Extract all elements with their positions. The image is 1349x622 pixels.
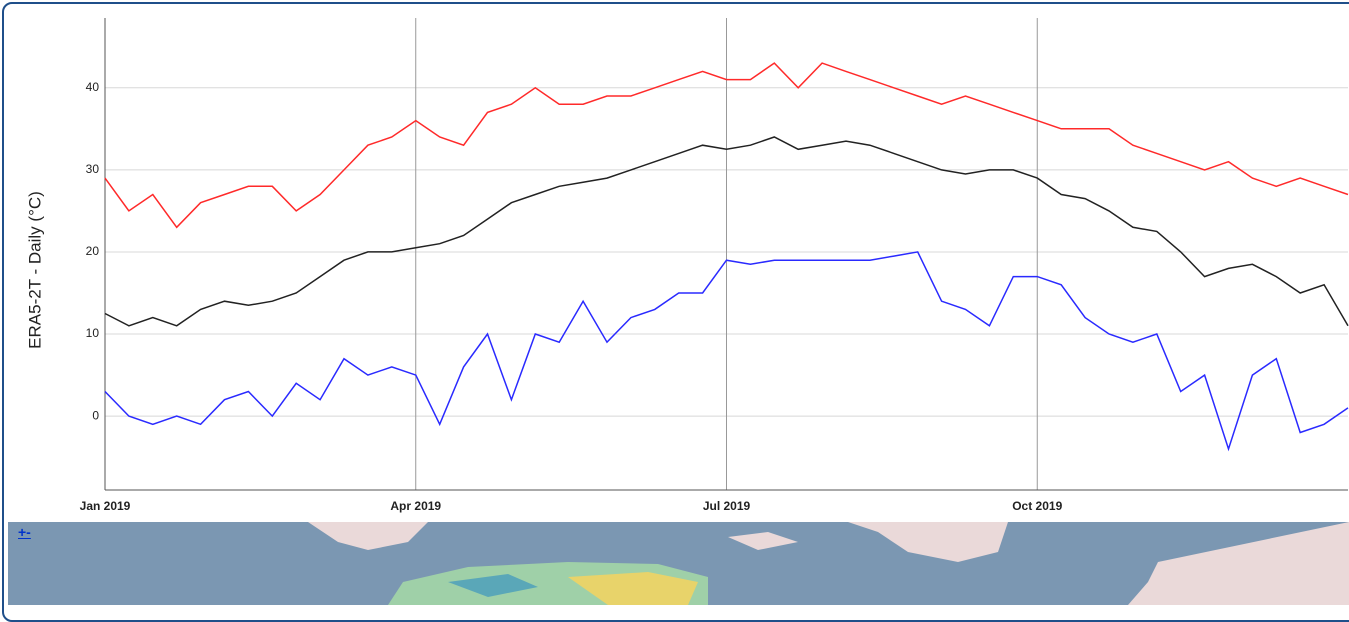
x-tick-label: Apr 2019 (390, 499, 441, 513)
y-tick-label: 30 (86, 162, 100, 176)
page: ERA5-2T - Daily (°C) 0 10 20 30 40 Jan 2019 Ap… (0, 0, 1349, 605)
map[interactable]: +- (8, 522, 1349, 605)
x-tick-label: Jan 2019 (80, 499, 131, 513)
map-canvas (8, 522, 1349, 605)
y-tick-label: 20 (86, 244, 100, 258)
y-tick-label: 10 (86, 326, 100, 340)
zoom-control[interactable]: +- (18, 524, 31, 540)
y-axis-label: ERA5-2T - Daily (°C) (25, 191, 44, 349)
x-tick-label: Oct 2019 (1012, 499, 1062, 513)
y-tick-label: 40 (86, 80, 100, 94)
y-tick-label: 0 (92, 408, 99, 422)
x-tick-label: Jul 2019 (703, 499, 751, 513)
chart: ERA5-2T - Daily (°C) 0 10 20 30 40 Jan 2019 Ap… (0, 0, 1349, 520)
